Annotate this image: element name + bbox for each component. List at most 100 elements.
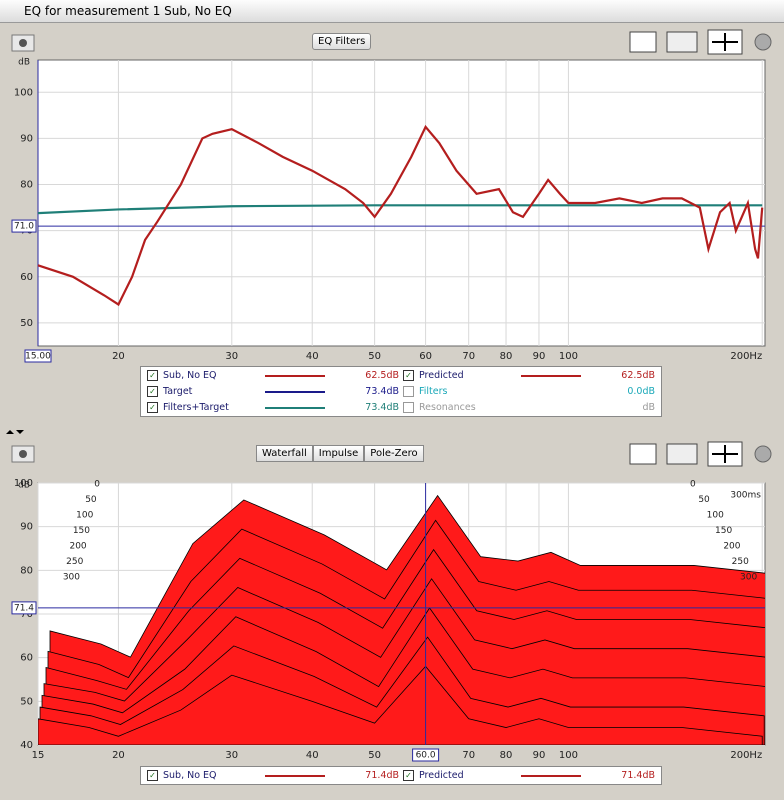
x-tick-label: 70 bbox=[462, 351, 475, 362]
x-tick-label: 100 bbox=[559, 351, 578, 362]
x-tick-label: 20 bbox=[112, 750, 125, 761]
x-tick-label: 50 bbox=[368, 351, 381, 362]
legend-swatch bbox=[521, 374, 581, 377]
y-axis-label: dB bbox=[18, 481, 30, 491]
y-tick-label: 80 bbox=[20, 180, 33, 191]
x-tick-label: 60 bbox=[419, 351, 432, 362]
x-tick-label: 30 bbox=[225, 750, 238, 761]
waterfall-slice bbox=[38, 665, 763, 745]
slices bbox=[38, 494, 765, 745]
splitter-arrows bbox=[6, 430, 24, 434]
y-tick-label: 50 bbox=[20, 318, 33, 329]
series-line bbox=[37, 124, 764, 307]
legend-table: ✓ Sub, No EQ 71.4dB ✓ Predicted 71.4dB bbox=[140, 766, 662, 785]
legend-name: Predicted bbox=[419, 770, 464, 781]
legend-name: Sub, No EQ bbox=[163, 770, 217, 781]
legend-value: 73.4dB bbox=[365, 402, 399, 413]
x-tick-label: 15 bbox=[32, 750, 45, 761]
x-tick-label: 90 bbox=[533, 750, 546, 761]
y-tick-label: 90 bbox=[20, 133, 33, 144]
x-tick-label: 30 bbox=[225, 351, 238, 362]
y-tick-label: 100 bbox=[14, 87, 33, 98]
time-label: 250 bbox=[732, 557, 749, 567]
cursor-label: 60.0 bbox=[416, 751, 436, 761]
legend-name: Filters+Target bbox=[163, 402, 229, 413]
legend-checkbox[interactable] bbox=[403, 386, 414, 397]
legend-swatch bbox=[265, 774, 325, 777]
cursor-label: 71.4 bbox=[14, 603, 34, 613]
y-tick-label: 80 bbox=[20, 565, 33, 576]
legend-name: Resonances bbox=[419, 402, 476, 413]
cursor-label: 71.0 bbox=[14, 222, 34, 232]
x-tick-label: 50 bbox=[368, 750, 381, 761]
x-tick-label: 20 bbox=[112, 351, 125, 362]
legend-value: 62.5dB bbox=[621, 370, 655, 381]
y-tick-label: 100 bbox=[14, 478, 33, 489]
y-tick-label: 50 bbox=[20, 696, 33, 707]
legend-swatch bbox=[265, 406, 325, 409]
cursor-label-box bbox=[11, 601, 37, 615]
legend-name: Sub, No EQ bbox=[163, 370, 217, 381]
time-label: 50 bbox=[85, 495, 97, 505]
legend-value: dB bbox=[642, 402, 655, 413]
y-tick-label: 70 bbox=[20, 609, 33, 620]
legend-value: 73.4dB bbox=[365, 386, 399, 397]
x-tick-label: 80 bbox=[500, 351, 513, 362]
legend-name: Target bbox=[163, 386, 193, 397]
legend-swatch bbox=[521, 774, 581, 777]
cursor-label-box bbox=[24, 349, 52, 363]
window-title: EQ for measurement 1 Sub, No EQ bbox=[24, 4, 232, 18]
x-tick-label: 40 bbox=[306, 750, 319, 761]
legend-checkbox[interactable] bbox=[403, 402, 414, 413]
tabs: Waterfall Impulse Pole-Zero bbox=[256, 445, 424, 462]
y-tick-label: 60 bbox=[20, 272, 33, 283]
legend-checkbox[interactable]: ✓ bbox=[403, 770, 414, 781]
eq-filters-button[interactable]: EQ Filters bbox=[312, 33, 372, 50]
time-label: 250 bbox=[66, 557, 83, 567]
waterfall-chart: dB 40 50 60 70 80 90 100 15 20 30 40 50 70 80 90 100 200H… bbox=[11, 478, 766, 762]
legend-name: Filters bbox=[419, 386, 448, 397]
cursor-label: 15.00 bbox=[25, 352, 51, 362]
cursor-label-box bbox=[11, 219, 37, 233]
time-label: 0 bbox=[690, 480, 696, 490]
legend-checkbox[interactable]: ✓ bbox=[403, 370, 414, 381]
legend-checkbox[interactable]: ✓ bbox=[147, 402, 158, 413]
tab[interactable]: Impulse bbox=[312, 445, 365, 462]
time-label: 200 bbox=[69, 542, 86, 552]
top-chart: dB50607080901002030405060708090100200Hz7… bbox=[11, 58, 766, 363]
tab[interactable]: Waterfall bbox=[256, 445, 313, 462]
legend-table: ✓ Sub, No EQ 62.5dB ✓ Predicted 62.5dB ✓ Target… bbox=[140, 366, 662, 417]
time-label: 150 bbox=[73, 526, 90, 536]
y-axis-label: dB bbox=[18, 58, 30, 68]
x-tick-label: 80 bbox=[500, 750, 513, 761]
x-tick-label: 200Hz bbox=[730, 750, 762, 761]
time-label: 0 bbox=[94, 480, 100, 490]
time-label: 100 bbox=[707, 511, 724, 521]
time-label: 50 bbox=[698, 495, 710, 505]
title-bar: EQ for measurement 1 Sub, No EQ bbox=[0, 0, 784, 23]
x-tick-label: 100 bbox=[559, 750, 578, 761]
time-max-label: 300ms bbox=[730, 491, 761, 501]
y-tick-label: 40 bbox=[20, 740, 33, 751]
time-label: 150 bbox=[715, 526, 732, 536]
x-tick-label: 90 bbox=[533, 351, 546, 362]
legend-value: 62.5dB bbox=[365, 370, 399, 381]
x-tick-label: 40 bbox=[306, 351, 319, 362]
tab[interactable]: Pole-Zero bbox=[364, 445, 424, 462]
legend-checkbox[interactable]: ✓ bbox=[147, 770, 158, 781]
legend-swatch bbox=[265, 374, 325, 377]
legend-value: 0.0dB bbox=[627, 386, 655, 397]
cursor-label-box bbox=[412, 748, 440, 762]
x-tick-label: 200Hz bbox=[730, 351, 762, 362]
time-label: 200 bbox=[723, 542, 740, 552]
series-line bbox=[37, 204, 763, 215]
legend-checkbox[interactable]: ✓ bbox=[147, 386, 158, 397]
legend-value: 71.4dB bbox=[365, 770, 399, 781]
plot-area bbox=[37, 59, 766, 347]
legend-name: Predicted bbox=[419, 370, 464, 381]
time-label: 300 bbox=[740, 573, 757, 583]
legend-swatch bbox=[265, 390, 325, 393]
y-tick-label: 60 bbox=[20, 653, 33, 664]
time-label: 100 bbox=[76, 511, 93, 521]
legend-checkbox[interactable]: ✓ bbox=[147, 370, 158, 381]
